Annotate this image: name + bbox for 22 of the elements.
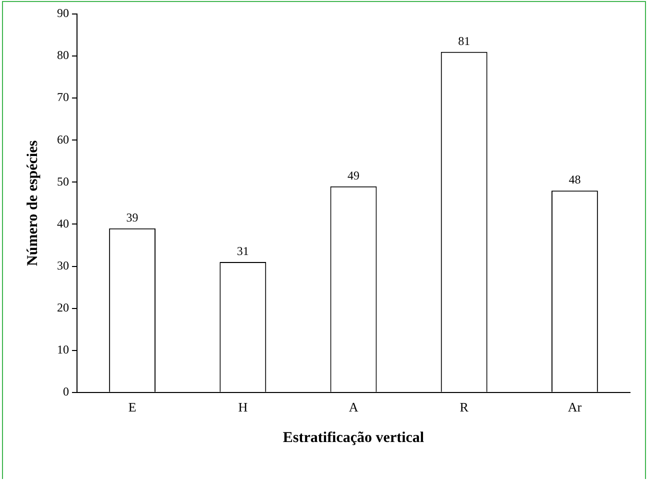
y-axis-title: Número de espécies	[24, 140, 41, 266]
x-tick-label: Ar	[568, 400, 582, 415]
x-tick-label: H	[238, 400, 248, 415]
x-tick-label: R	[460, 400, 469, 415]
y-tick-label: 0	[63, 384, 69, 399]
y-tick-label: 10	[57, 342, 69, 357]
x-axis-title: Estratificação vertical	[282, 430, 424, 446]
x-tick-label: A	[348, 400, 359, 415]
data-label: 81	[458, 34, 470, 48]
data-label: 31	[236, 244, 249, 258]
y-tick-label: 90	[57, 6, 69, 20]
y-tick-label: 30	[57, 258, 69, 272]
y-tick-label: 50	[57, 174, 69, 188]
y-tick-label: 70	[57, 90, 69, 104]
x-tick-label: E	[128, 400, 136, 415]
y-tick-label: 60	[57, 132, 69, 146]
y-tick-label: 80	[57, 48, 69, 62]
y-tick-label: 20	[57, 300, 69, 314]
data-label: 49	[348, 168, 360, 183]
data-label: 48	[568, 172, 581, 187]
y-tick-label: 40	[57, 216, 69, 230]
data-label: 39	[126, 210, 138, 225]
